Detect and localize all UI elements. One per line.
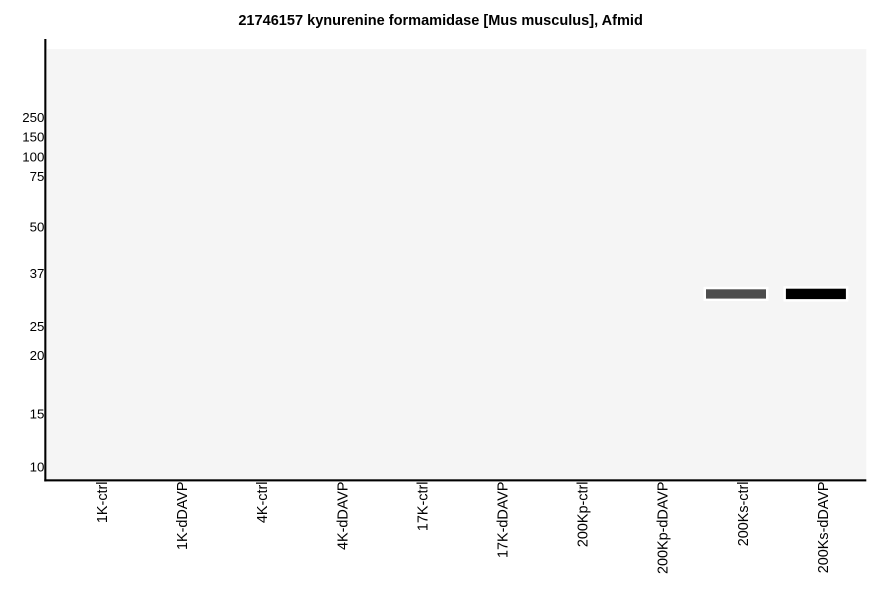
svg-text:17K-ctrl: 17K-ctrl [415, 482, 431, 532]
svg-text:100: 100 [22, 150, 44, 165]
svg-text:25: 25 [30, 319, 45, 334]
svg-text:1K-dDAVP: 1K-dDAVP [175, 482, 191, 551]
svg-text:15: 15 [30, 407, 45, 422]
svg-text:1K-ctrl: 1K-ctrl [95, 482, 111, 524]
svg-text:4K-dDAVP: 4K-dDAVP [335, 482, 351, 551]
svg-text:20: 20 [30, 348, 45, 363]
svg-text:200Kp-ctrl: 200Kp-ctrl [576, 482, 592, 548]
svg-text:200Ks-ctrl: 200Ks-ctrl [736, 482, 752, 547]
svg-text:50: 50 [30, 219, 45, 234]
svg-text:21746157 kynurenine formamidas: 21746157 kynurenine formamidase [Mus mus… [238, 13, 643, 29]
svg-text:10: 10 [30, 460, 45, 475]
svg-text:4K-ctrl: 4K-ctrl [255, 482, 271, 524]
svg-text:200Ks-dDAVP: 200Ks-dDAVP [816, 482, 832, 574]
svg-text:150: 150 [22, 130, 44, 145]
svg-text:75: 75 [30, 169, 45, 184]
svg-text:17K-dDAVP: 17K-dDAVP [496, 482, 512, 559]
svg-text:200Kp-dDAVP: 200Kp-dDAVP [656, 482, 672, 575]
svg-text:250: 250 [22, 110, 44, 125]
svg-text:37: 37 [30, 266, 45, 281]
